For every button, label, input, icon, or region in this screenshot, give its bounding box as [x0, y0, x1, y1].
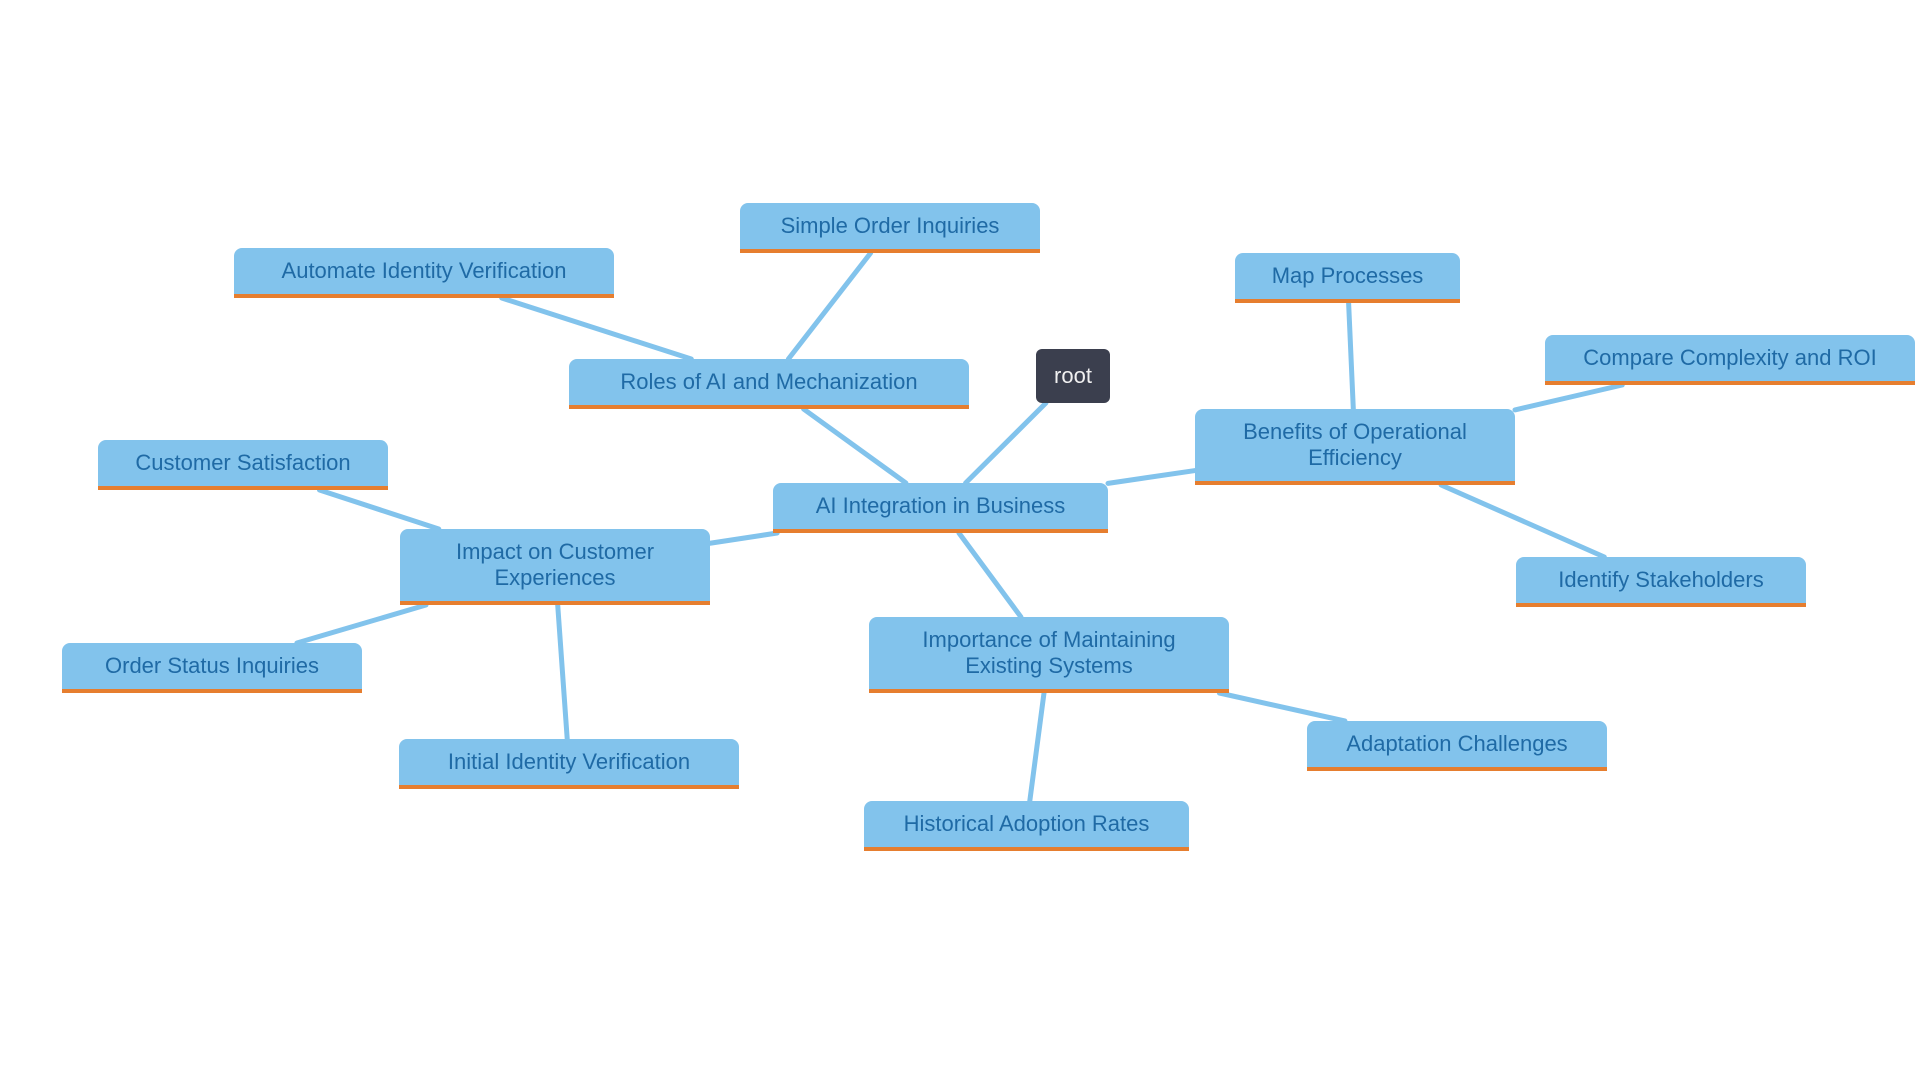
edge — [1515, 385, 1622, 410]
node-root: root — [1036, 349, 1110, 403]
node-adaptation: Adaptation Challenges — [1307, 721, 1607, 771]
edges-layer — [0, 0, 1920, 1080]
node-roles: Roles of AI and Mechanization — [569, 359, 969, 409]
edge — [966, 403, 1046, 483]
node-compare: Compare Complexity and ROI — [1545, 335, 1915, 385]
diagram-canvas: root AI Integration in Business Roles of A… — [0, 0, 1920, 1080]
edge — [710, 533, 777, 543]
node-historical: Historical Adoption Rates — [864, 801, 1189, 851]
node-benefits: Benefits of Operational Efficiency — [1195, 409, 1515, 485]
node-impact: Impact on Customer Experiences — [400, 529, 710, 605]
node-init_idv: Initial Identity Verification — [399, 739, 739, 789]
edge — [1441, 485, 1604, 557]
edge — [1219, 693, 1345, 721]
node-cust_sat: Customer Satisfaction — [98, 440, 388, 490]
node-map_proc: Map Processes — [1235, 253, 1460, 303]
node-center: AI Integration in Business — [773, 483, 1108, 533]
edge — [502, 298, 692, 359]
node-order_inq: Simple Order Inquiries — [740, 203, 1040, 253]
edge — [804, 409, 906, 483]
edge — [788, 253, 870, 359]
edge — [1349, 303, 1354, 409]
node-auto_idv: Automate Identity Verification — [234, 248, 614, 298]
edge — [1108, 471, 1195, 484]
edge — [319, 490, 438, 529]
edge — [959, 533, 1021, 617]
edge — [297, 605, 426, 643]
node-stakeholders: Identify Stakeholders — [1516, 557, 1806, 607]
node-importance: Importance of Maintaining Existing Syste… — [869, 617, 1229, 693]
edge — [1030, 693, 1044, 801]
node-order_stat: Order Status Inquiries — [62, 643, 362, 693]
edge — [558, 605, 568, 739]
